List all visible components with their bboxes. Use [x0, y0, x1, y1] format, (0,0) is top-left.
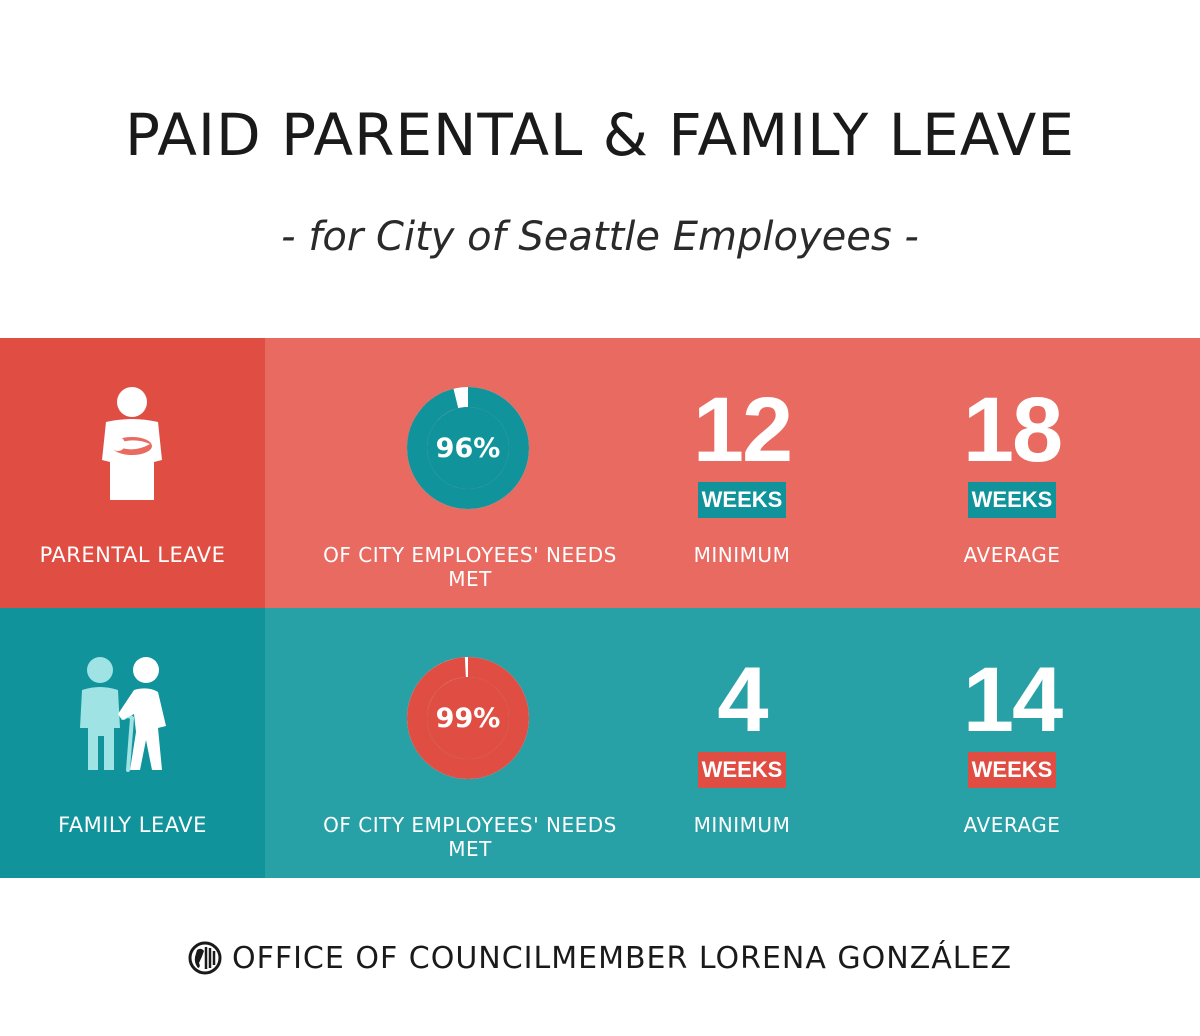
- parental-average-value: 18: [962, 379, 1063, 481]
- family-minimum-value: 4: [717, 649, 768, 751]
- donut-center: [427, 407, 509, 489]
- family-needs-label: OF CITY EMPLOYEES' NEEDS MET: [323, 813, 617, 861]
- family-leave-label: FAMILY LEAVE: [58, 813, 207, 837]
- family-leave-panel: FAMILY LEAVE: [0, 608, 265, 878]
- parental-leave-label: PARENTAL LEAVE: [39, 543, 226, 567]
- family-minimum-label: MINIMUM: [693, 813, 791, 837]
- donut-arc: [407, 657, 529, 779]
- footer-text: OFFICE OF COUNCILMEMBER LORENA GONZÁLEZ: [231, 940, 1013, 976]
- family-leave-row: FAMILY LEAVE 99% OF CITY EMPLOYEES' NEED…: [0, 608, 1200, 878]
- page-subtitle: - for City of Seattle Employees -: [281, 214, 919, 260]
- parental-needs-donut: [407, 387, 529, 509]
- family-minimum-unit: WEEKS: [698, 752, 786, 788]
- footer: OFFICE OF COUNCILMEMBER LORENA GONZÁLEZ: [0, 936, 1200, 980]
- donut-arc: [407, 387, 529, 509]
- parental-minimum-label: MINIMUM: [693, 543, 791, 567]
- family-needs-donut: [407, 657, 529, 779]
- parental-average-label: AVERAGE: [963, 543, 1061, 567]
- parental-leave-row: PARENTAL LEAVE 96% OF CITY EMPLOYEES' NE…: [0, 338, 1200, 608]
- donut-center: [427, 677, 509, 759]
- family-average-unit: WEEKS: [968, 752, 1056, 788]
- parental-average-unit: WEEKS: [968, 482, 1056, 518]
- page-title: PAID PARENTAL & FAMILY LEAVE: [124, 101, 1076, 169]
- family-needs-percent: 99%: [435, 702, 501, 734]
- person-holding-baby-icon: [102, 387, 162, 500]
- city-seal-icon: [188, 941, 222, 975]
- family-average-value: 14: [962, 649, 1063, 751]
- parental-leave-panel: PARENTAL LEAVE: [0, 338, 265, 608]
- parental-minimum-unit: WEEKS: [698, 482, 786, 518]
- parental-needs-label: OF CITY EMPLOYEES' NEEDS MET: [323, 543, 617, 591]
- family-average-label: AVERAGE: [963, 813, 1061, 837]
- parental-minimum-value: 12: [692, 379, 793, 481]
- caregiver-helping-elder-icon: [80, 657, 166, 772]
- parental-needs-percent: 96%: [435, 432, 501, 464]
